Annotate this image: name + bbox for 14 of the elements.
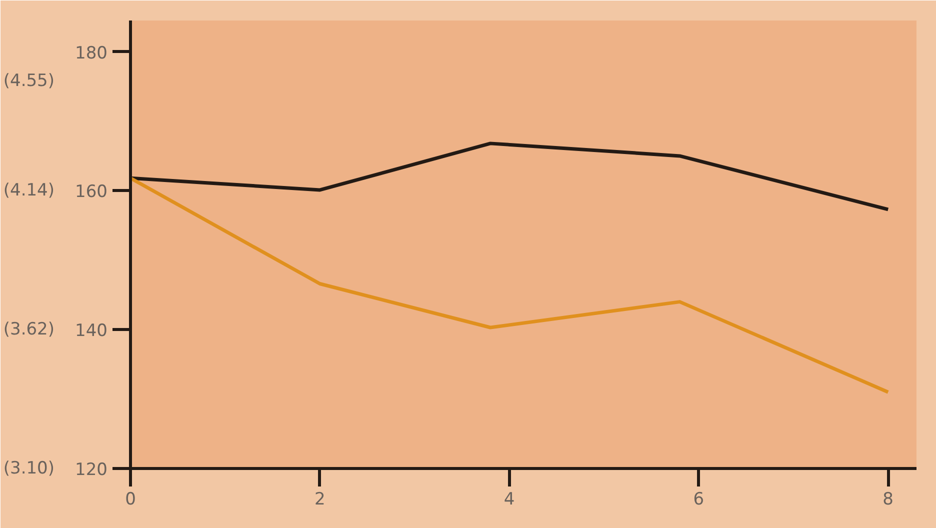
y2-tick-label: (4.14): [3, 180, 55, 201]
x-tick-label: 4: [504, 490, 515, 510]
y2-tick-label: (4.55): [3, 71, 55, 92]
y-tick-label: 140: [75, 321, 108, 342]
x-tick-label: 0: [125, 490, 136, 510]
y2-tick-label: (3.10): [3, 458, 55, 478]
x-tick-label: 2: [314, 490, 326, 510]
line-series: [130, 176, 890, 394]
y-tick-label: 180: [75, 43, 108, 64]
x-tick-label: 6: [693, 490, 704, 510]
y-tick-label: 120: [75, 460, 108, 480]
x-tick-label: 8: [882, 490, 894, 510]
y2-tick-label: (3.62): [3, 320, 55, 340]
y-tick-label: 160: [75, 182, 108, 202]
